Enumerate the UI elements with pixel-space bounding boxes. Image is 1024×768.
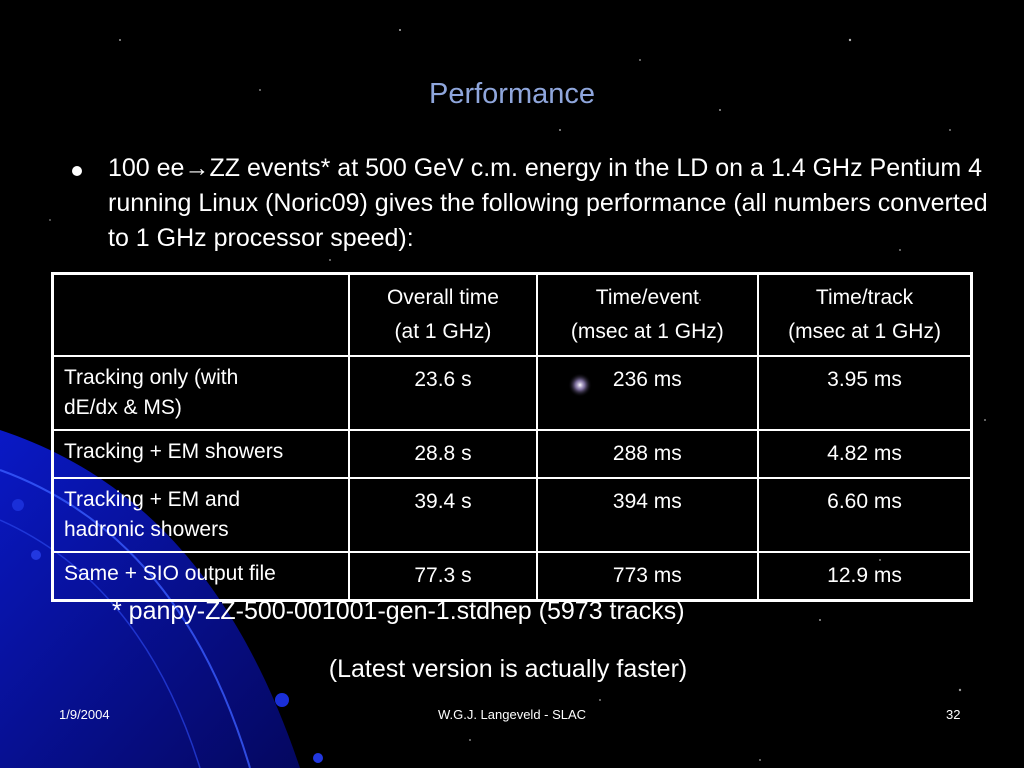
header-time-event: Time/event (msec at 1 GHz) bbox=[535, 272, 760, 357]
time-track-cell: 12.9 ms bbox=[757, 551, 973, 602]
footer-page-number: 32 bbox=[946, 707, 961, 722]
header-line2: (msec at 1 GHz) bbox=[570, 320, 724, 343]
row-label: Tracking + EM showers bbox=[51, 429, 351, 479]
slide-title: Performance bbox=[428, 78, 595, 110]
row-label-line1: Same + SIO output file bbox=[64, 562, 276, 585]
header-cell-empty bbox=[51, 272, 351, 357]
time-event-cell: 236 ms bbox=[535, 355, 760, 431]
time-track-cell: 3.95 ms bbox=[757, 355, 973, 431]
overall-time-cell: 28.8 s bbox=[348, 429, 538, 479]
row-label-line2: hadronic showers bbox=[64, 518, 229, 541]
latest-version-note: (Latest version is actually faster) bbox=[328, 655, 688, 683]
footer-author: W.G.J. Langeveld - SLAC bbox=[437, 707, 587, 722]
table-row: Tracking only (with dE/dx & MS) 23.6 s 2… bbox=[51, 355, 973, 431]
time-track-cell: 4.82 ms bbox=[757, 429, 973, 479]
bullet-text: 100 ee→ZZ events* at 500 GeV c.m. energy… bbox=[108, 151, 988, 256]
header-line1: Time/track bbox=[815, 286, 914, 309]
row-label: Same + SIO output file bbox=[51, 551, 351, 602]
bullet-dot-icon bbox=[72, 166, 82, 176]
time-track-cell: 6.60 ms bbox=[757, 477, 973, 553]
header-overall-time: Overall time (at 1 GHz) bbox=[348, 272, 538, 357]
performance-table: Overall time (at 1 GHz) Time/event (msec… bbox=[51, 272, 973, 602]
header-time-track: Time/track (msec at 1 GHz) bbox=[757, 272, 973, 357]
header-line1: Overall time bbox=[386, 286, 499, 309]
bullet-prefix: 100 ee bbox=[108, 154, 185, 182]
table-header-row: Overall time (at 1 GHz) Time/event (msec… bbox=[51, 272, 973, 357]
row-label-line1: Tracking only (with bbox=[64, 366, 239, 389]
row-label-line1: Tracking + EM and bbox=[64, 488, 241, 511]
bullet-rest: ZZ events* at 500 GeV c.m. energy in the… bbox=[108, 154, 988, 252]
time-event-cell: 288 ms bbox=[535, 429, 760, 479]
overall-time-cell: 39.4 s bbox=[348, 477, 538, 553]
time-event-cell: 773 ms bbox=[535, 551, 760, 602]
row-label-line1: Tracking + EM showers bbox=[64, 440, 284, 463]
overall-time-cell: 77.3 s bbox=[348, 551, 538, 602]
row-label: Tracking + EM and hadronic showers bbox=[51, 477, 351, 553]
time-event-cell: 394 ms bbox=[535, 477, 760, 553]
header-line2: (msec at 1 GHz) bbox=[788, 320, 941, 343]
footnote-text: * panpy-ZZ-500-001001-gen-1.stdhep (5973… bbox=[112, 597, 685, 625]
row-label-line2: dE/dx & MS) bbox=[64, 396, 182, 419]
header-line2: (at 1 GHz) bbox=[394, 320, 492, 343]
arrow-symbol: → bbox=[184, 154, 210, 182]
table-row: Tracking + EM and hadronic showers 39.4 … bbox=[51, 477, 973, 553]
row-label: Tracking only (with dE/dx & MS) bbox=[51, 355, 351, 431]
table-row: Same + SIO output file 77.3 s 773 ms 12.… bbox=[51, 551, 973, 602]
overall-time-cell: 23.6 s bbox=[348, 355, 538, 431]
header-line1: Time/event bbox=[595, 286, 699, 309]
footer-date: 1/9/2004 bbox=[59, 707, 110, 722]
table-row: Tracking + EM showers 28.8 s 288 ms 4.82… bbox=[51, 429, 973, 479]
